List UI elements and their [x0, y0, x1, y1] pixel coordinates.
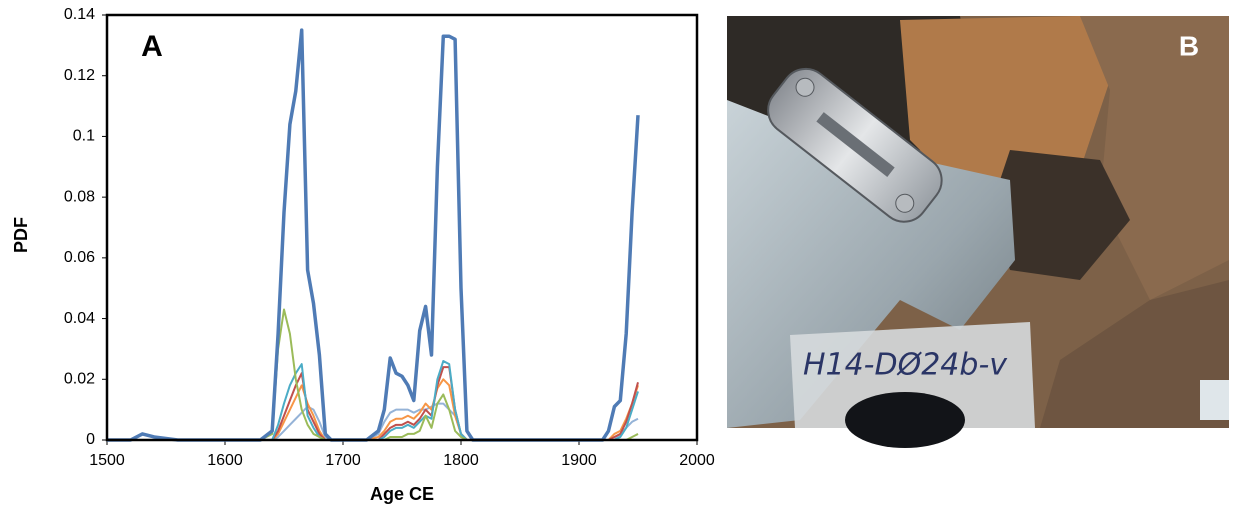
- y-tick-label: 0.14: [64, 6, 95, 23]
- y-tick-label: 0.04: [64, 310, 95, 327]
- series-line: [107, 378, 639, 441]
- plot-frame: [105, 13, 699, 442]
- x-tick-label: 1500: [89, 452, 125, 469]
- y-tick-label: 0.06: [64, 249, 95, 266]
- series-line: [107, 28, 640, 442]
- bag-label: H14-DØ24b-v: [803, 348, 1008, 383]
- series-line: [107, 366, 639, 441]
- x-tick-label: 1900: [561, 452, 597, 469]
- y-tick-label: 0.12: [64, 67, 95, 84]
- y-tick-label: 0.08: [64, 188, 95, 205]
- x-tick-label: 1700: [325, 452, 361, 469]
- chart: A Age CE PDF 0 0.02 0.04 0.06 0.08 0.1 0.12 0.1…: [11, 6, 715, 504]
- y-tick-label: 0.1: [73, 128, 95, 145]
- series-line: [107, 308, 639, 441]
- x-tick-label: 1600: [207, 452, 243, 469]
- panel-label: A: [141, 30, 163, 63]
- x-tick-label: 1800: [443, 452, 479, 469]
- x-axis-title: Age CE: [370, 484, 434, 504]
- y-axis-title: PDF: [11, 217, 31, 253]
- series-line: [107, 360, 639, 441]
- y-tick-label: 0.02: [64, 371, 95, 388]
- y-tick-label: 0: [86, 431, 95, 448]
- x-tick-label: 2000: [679, 452, 715, 469]
- photo: H14-DØ24b-v B: [727, 16, 1229, 448]
- panel-label: B: [1179, 30, 1199, 61]
